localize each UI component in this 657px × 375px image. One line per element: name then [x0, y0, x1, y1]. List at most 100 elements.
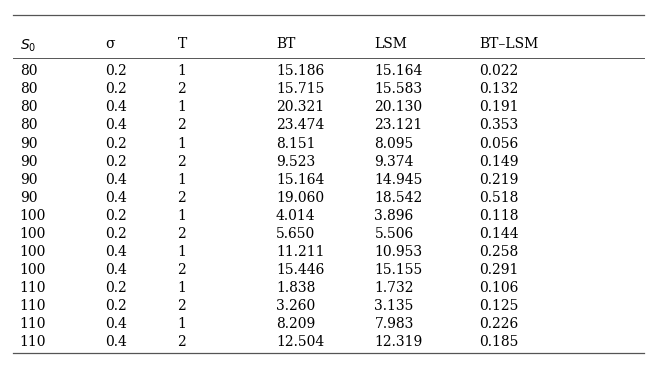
- Text: 0.191: 0.191: [480, 100, 519, 114]
- Text: 0.2: 0.2: [105, 209, 127, 223]
- Text: 0.2: 0.2: [105, 154, 127, 169]
- Text: 7.983: 7.983: [374, 317, 414, 332]
- Text: 0.4: 0.4: [105, 336, 127, 350]
- Text: 90: 90: [20, 172, 37, 187]
- Text: 1: 1: [177, 136, 187, 150]
- Text: 1.732: 1.732: [374, 281, 414, 295]
- Text: 2: 2: [177, 263, 186, 277]
- Text: 80: 80: [20, 118, 37, 132]
- Text: 0.2: 0.2: [105, 281, 127, 295]
- Text: 0.4: 0.4: [105, 100, 127, 114]
- Text: 0.125: 0.125: [480, 299, 519, 313]
- Text: LSM: LSM: [374, 38, 407, 51]
- Text: 2: 2: [177, 227, 186, 241]
- Text: 3.260: 3.260: [276, 299, 315, 313]
- Text: 11.211: 11.211: [276, 245, 325, 259]
- Text: 2: 2: [177, 191, 186, 205]
- Text: 15.155: 15.155: [374, 263, 422, 277]
- Text: 110: 110: [20, 336, 46, 350]
- Text: 0.4: 0.4: [105, 118, 127, 132]
- Text: 15.186: 15.186: [276, 64, 324, 78]
- Text: 1: 1: [177, 100, 187, 114]
- Text: 10.953: 10.953: [374, 245, 422, 259]
- Text: 90: 90: [20, 191, 37, 205]
- Text: 20.130: 20.130: [374, 100, 422, 114]
- Text: 4.014: 4.014: [276, 209, 315, 223]
- Text: 1: 1: [177, 317, 187, 332]
- Text: 15.583: 15.583: [374, 82, 422, 96]
- Text: 1: 1: [177, 64, 187, 78]
- Text: 1.838: 1.838: [276, 281, 315, 295]
- Text: 9.523: 9.523: [276, 154, 315, 169]
- Text: 2: 2: [177, 154, 186, 169]
- Text: 0.4: 0.4: [105, 245, 127, 259]
- Text: 19.060: 19.060: [276, 191, 324, 205]
- Text: 15.164: 15.164: [276, 172, 325, 187]
- Text: 100: 100: [20, 209, 46, 223]
- Text: 110: 110: [20, 317, 46, 332]
- Text: 1: 1: [177, 281, 187, 295]
- Text: 15.164: 15.164: [374, 64, 423, 78]
- Text: 0.518: 0.518: [480, 191, 519, 205]
- Text: 80: 80: [20, 100, 37, 114]
- Text: 14.945: 14.945: [374, 172, 423, 187]
- Text: 0.2: 0.2: [105, 64, 127, 78]
- Text: 0.149: 0.149: [480, 154, 519, 169]
- Text: 0.2: 0.2: [105, 299, 127, 313]
- Text: 12.319: 12.319: [374, 336, 422, 350]
- Text: 100: 100: [20, 263, 46, 277]
- Text: 3.896: 3.896: [374, 209, 414, 223]
- Text: 0.353: 0.353: [480, 118, 519, 132]
- Text: 100: 100: [20, 245, 46, 259]
- Text: 0.226: 0.226: [480, 317, 519, 332]
- Text: 0.144: 0.144: [480, 227, 519, 241]
- Text: 0.2: 0.2: [105, 136, 127, 150]
- Text: 100: 100: [20, 227, 46, 241]
- Text: 1: 1: [177, 209, 187, 223]
- Text: 23.474: 23.474: [276, 118, 325, 132]
- Text: 0.291: 0.291: [480, 263, 519, 277]
- Text: 1: 1: [177, 245, 187, 259]
- Text: 0.106: 0.106: [480, 281, 519, 295]
- Text: 3.135: 3.135: [374, 299, 414, 313]
- Text: BT–LSM: BT–LSM: [480, 38, 539, 51]
- Text: 18.542: 18.542: [374, 191, 422, 205]
- Text: 15.715: 15.715: [276, 82, 325, 96]
- Text: 2: 2: [177, 118, 186, 132]
- Text: 90: 90: [20, 136, 37, 150]
- Text: 80: 80: [20, 82, 37, 96]
- Text: 0.056: 0.056: [480, 136, 519, 150]
- Text: 0.4: 0.4: [105, 317, 127, 332]
- Text: 110: 110: [20, 299, 46, 313]
- Text: 0.4: 0.4: [105, 263, 127, 277]
- Text: 0.118: 0.118: [480, 209, 519, 223]
- Text: 0.2: 0.2: [105, 227, 127, 241]
- Text: 20.321: 20.321: [276, 100, 324, 114]
- Text: 0.022: 0.022: [480, 64, 519, 78]
- Text: 0.132: 0.132: [480, 82, 519, 96]
- Text: 5.506: 5.506: [374, 227, 414, 241]
- Text: 2: 2: [177, 299, 186, 313]
- Text: σ: σ: [105, 38, 114, 51]
- Text: 8.209: 8.209: [276, 317, 315, 332]
- Text: 8.095: 8.095: [374, 136, 414, 150]
- Text: 15.446: 15.446: [276, 263, 325, 277]
- Text: 90: 90: [20, 154, 37, 169]
- Text: 0.4: 0.4: [105, 172, 127, 187]
- Text: 8.151: 8.151: [276, 136, 315, 150]
- Text: 1: 1: [177, 172, 187, 187]
- Text: 23.121: 23.121: [374, 118, 422, 132]
- Text: 5.650: 5.650: [276, 227, 315, 241]
- Text: 0.258: 0.258: [480, 245, 519, 259]
- Text: 80: 80: [20, 64, 37, 78]
- Text: 2: 2: [177, 336, 186, 350]
- Text: T: T: [177, 38, 187, 51]
- Text: 110: 110: [20, 281, 46, 295]
- Text: 0.2: 0.2: [105, 82, 127, 96]
- Text: 0.185: 0.185: [480, 336, 519, 350]
- Text: $S_0$: $S_0$: [20, 38, 36, 54]
- Text: BT: BT: [276, 38, 295, 51]
- Text: 9.374: 9.374: [374, 154, 414, 169]
- Text: 0.4: 0.4: [105, 191, 127, 205]
- Text: 2: 2: [177, 82, 186, 96]
